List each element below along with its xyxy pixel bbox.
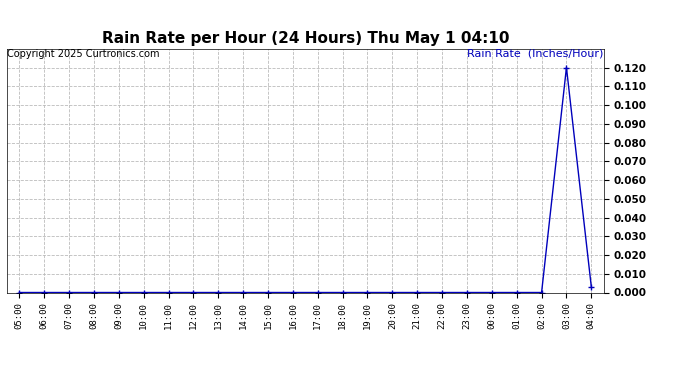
Text: Rain Rate  (Inches/Hour): Rain Rate (Inches/Hour) bbox=[467, 49, 604, 59]
Text: Copyright 2025 Curtronics.com: Copyright 2025 Curtronics.com bbox=[7, 49, 159, 59]
Title: Rain Rate per Hour (24 Hours) Thu May 1 04:10: Rain Rate per Hour (24 Hours) Thu May 1 … bbox=[101, 31, 509, 46]
